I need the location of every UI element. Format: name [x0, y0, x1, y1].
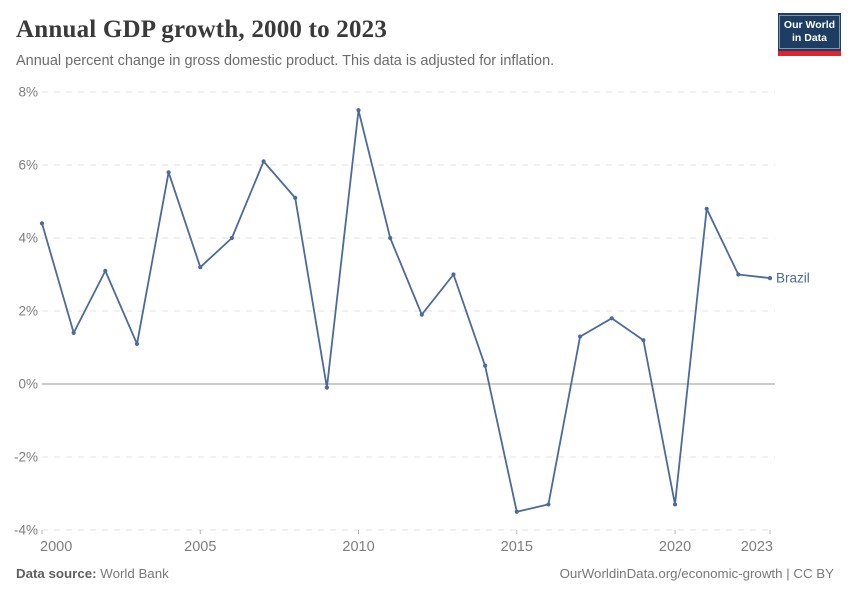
data-point [134, 341, 140, 346]
data-point [514, 509, 519, 514]
data-point [166, 170, 171, 175]
y-gridlines [42, 91, 775, 531]
data-point [261, 159, 266, 164]
data-point [704, 206, 709, 211]
data-point [388, 235, 393, 241]
owid-logo-line2: in Data [791, 32, 827, 44]
attribution-link[interactable]: OurWorldinData.org/economic-growth | CC … [559, 566, 834, 581]
owid-logo-text: Our World in Data [778, 14, 841, 50]
y-axis-labels: 8% 6% 4% 2% 0% -2% -4% [14, 85, 38, 538]
data-point [483, 363, 488, 368]
data-source: Data source: World Bank [16, 566, 169, 581]
chart-footer: Data source: World Bank OurWorldinData.o… [16, 566, 834, 581]
data-line [41, 109, 771, 513]
x-tick-label: 2000 [40, 539, 72, 555]
y-tick-label: 4% [18, 231, 38, 246]
data-point [71, 330, 76, 335]
y-tick-label: 2% [18, 304, 38, 319]
x-tick-label: 2005 [184, 539, 216, 555]
y-tick-label: -2% [14, 450, 38, 465]
x-tick-label: 2023 [741, 539, 773, 555]
data-point [39, 221, 45, 226]
data-point [609, 316, 614, 321]
chart-subtitle: Annual percent change in gross domestic … [16, 53, 555, 69]
data-point [229, 235, 235, 241]
data-point [451, 272, 456, 277]
owid-logo-line1: Our World [783, 18, 836, 31]
y-tick-label: 0% [18, 377, 38, 392]
series-brazil: Brazil [39, 108, 810, 514]
data-point [419, 312, 424, 317]
y-tick-label: -4% [14, 523, 38, 538]
x-axis: 2000 2005 2010 2015 2020 2023 [40, 530, 773, 555]
data-source-value: World Bank [100, 566, 169, 581]
x-tick-label: 2020 [659, 539, 691, 555]
y-tick-label: 6% [18, 158, 38, 173]
data-point [103, 268, 108, 273]
data-point [736, 272, 741, 277]
x-tick-label: 2015 [501, 539, 533, 555]
y-tick-label: 8% [18, 85, 38, 100]
data-point [356, 108, 361, 113]
data-point [293, 195, 298, 200]
data-point [324, 385, 329, 390]
owid-logo[interactable]: Our World in Data [778, 13, 841, 56]
data-point [546, 502, 551, 507]
data-point [672, 502, 678, 507]
series-label-brazil[interactable]: Brazil [776, 271, 810, 286]
x-tick-label: 2010 [342, 539, 374, 555]
data-point [767, 276, 773, 281]
data-point [577, 334, 583, 339]
chart-title: Annual GDP growth, 2000 to 2023 [16, 16, 388, 43]
data-point [641, 338, 646, 343]
data-point [198, 265, 203, 270]
data-source-label: Data source: [16, 566, 97, 581]
